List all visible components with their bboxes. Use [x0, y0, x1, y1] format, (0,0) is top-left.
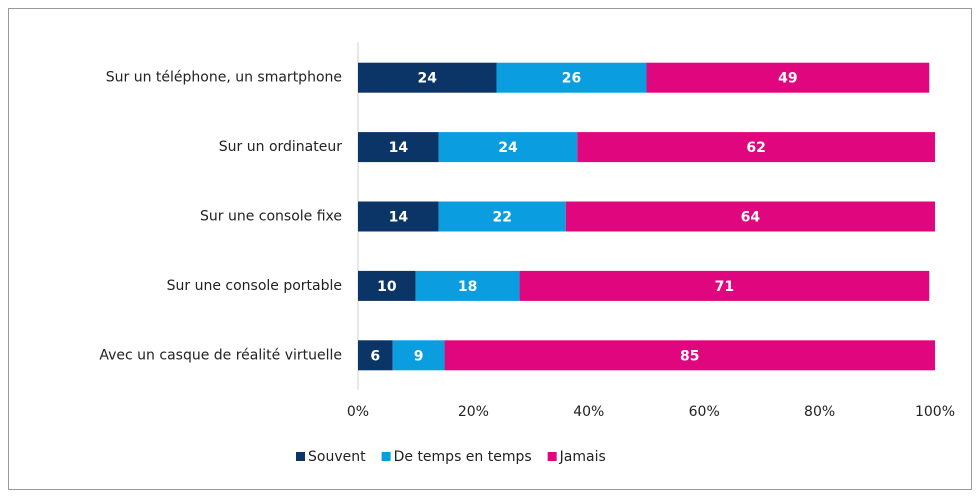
x-tick-label: 20% — [458, 404, 489, 420]
x-tick-label: 80% — [804, 404, 835, 420]
bar-segment — [438, 201, 566, 232]
x-tick-label: 100% — [915, 404, 955, 420]
legend-swatch — [547, 452, 557, 461]
y-tick-label: Sur une console portable — [167, 278, 342, 294]
y-tick-label: Avec un casque de réalité virtuelle — [99, 347, 342, 363]
bar-segment — [496, 62, 647, 93]
data-label: 22 — [493, 210, 512, 226]
legend-swatch — [381, 452, 391, 461]
bar-segment — [444, 340, 935, 371]
data-label: 18 — [458, 279, 477, 295]
bar-segment — [415, 270, 520, 301]
data-label: 71 — [715, 279, 734, 295]
data-label: 14 — [389, 140, 409, 156]
data-label: 26 — [562, 71, 581, 87]
y-tick-label: Sur un téléphone, un smartphone — [106, 70, 342, 86]
y-tick-label: Sur un ordinateur — [219, 139, 342, 155]
bar-segment — [358, 201, 439, 232]
bar-segment — [358, 340, 393, 371]
legend-label: Souvent — [308, 449, 366, 465]
data-label: 85 — [680, 348, 699, 364]
x-tick-label: 0% — [347, 404, 369, 420]
x-tick-label: 40% — [573, 404, 604, 420]
x-tick-label: 60% — [689, 404, 720, 420]
bar-segment — [646, 62, 930, 93]
data-label: 62 — [746, 140, 765, 156]
bar-segment — [438, 132, 578, 163]
bar-segment — [358, 270, 416, 301]
legend-label: De temps en temps — [394, 449, 532, 465]
data-label: 10 — [377, 279, 397, 295]
bar-segment — [392, 340, 445, 371]
data-label: 24 — [417, 71, 437, 87]
legend-label: Jamais — [559, 449, 606, 465]
bar-segment — [577, 132, 935, 163]
data-label: 49 — [778, 71, 797, 87]
data-label: 64 — [741, 210, 761, 226]
bar-segment — [358, 132, 439, 163]
data-label: 6 — [370, 348, 380, 364]
bar-segment — [358, 62, 497, 93]
data-label: 24 — [498, 140, 518, 156]
data-label: 9 — [414, 348, 424, 364]
legend-swatch — [296, 452, 305, 461]
data-label: 14 — [389, 210, 409, 226]
bar-segment — [519, 270, 930, 301]
bar-segment — [565, 201, 935, 232]
y-tick-label: Sur une console fixe — [200, 209, 342, 225]
